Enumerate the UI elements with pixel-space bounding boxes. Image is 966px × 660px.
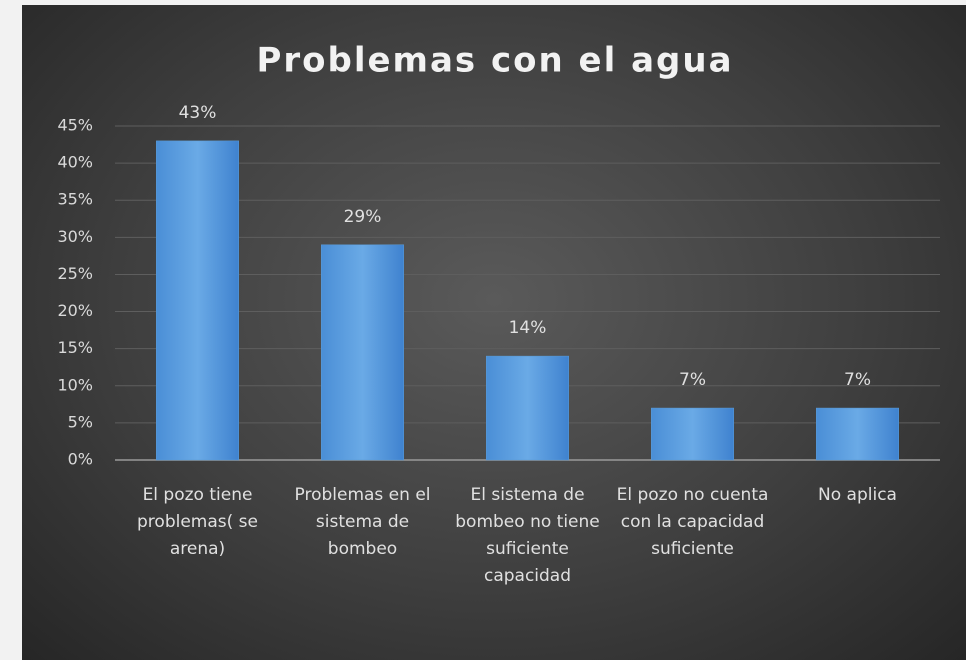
x-tick-label: El sistema de bombeo no tiene suficiente… [455,485,600,586]
y-tick-label: 0% [68,450,93,469]
data-label: 29% [344,207,382,227]
y-tick-label: 10% [57,375,93,394]
bar [651,407,734,461]
bar [156,140,239,461]
y-tick-label: 25% [57,264,93,283]
x-tick-label: Problemas en el sistema de bombeo [294,485,431,559]
data-label: 14% [509,318,547,338]
chart-title: Problemas con el agua [256,41,733,81]
y-tick-label: 40% [57,153,93,172]
y-tick-label: 35% [57,190,93,209]
data-label: 43% [179,103,217,123]
bar [816,407,899,461]
y-tick-label: 15% [57,338,93,357]
bar [321,244,404,461]
y-tick-label: 5% [68,412,93,431]
bar [486,355,569,461]
data-label: 7% [844,370,871,390]
x-tick-label: El pozo tiene problemas( se arena) [137,485,258,559]
y-tick-label: 30% [57,227,93,246]
y-tick-label: 20% [57,301,93,320]
x-tick-label: El pozo no cuenta con la capacidad sufic… [616,485,769,559]
y-tick-label: 45% [57,116,93,135]
x-tick-label: No aplica [818,485,897,505]
data-label: 7% [679,370,706,390]
